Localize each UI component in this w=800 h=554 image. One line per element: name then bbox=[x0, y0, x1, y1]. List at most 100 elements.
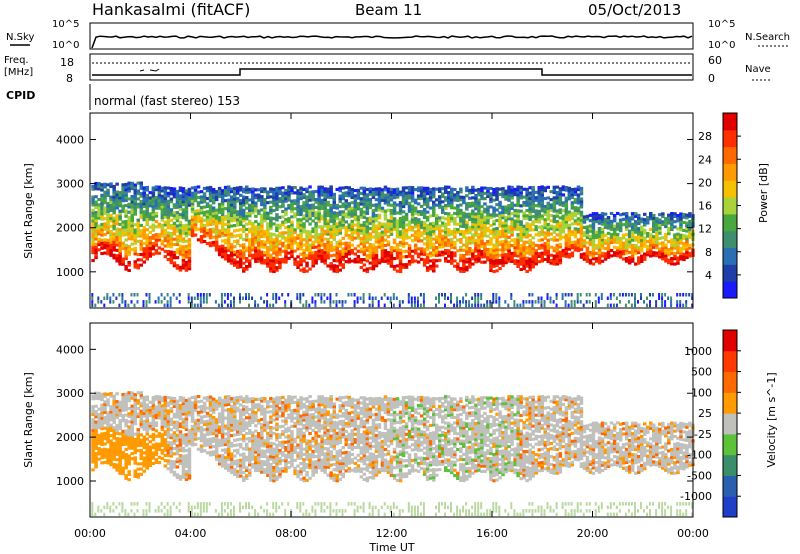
power-cell bbox=[184, 255, 189, 259]
power-cell bbox=[685, 250, 689, 254]
power-cell bbox=[217, 245, 222, 249]
power-cell bbox=[621, 257, 626, 261]
power-cell bbox=[217, 231, 222, 235]
power-cell bbox=[425, 260, 430, 264]
power-cell bbox=[347, 252, 351, 256]
power-cell bbox=[109, 245, 113, 249]
power-cell bbox=[278, 266, 282, 270]
power-cell bbox=[296, 263, 300, 267]
velocity-cell bbox=[115, 402, 119, 406]
power-cell bbox=[573, 198, 578, 202]
power-cell bbox=[320, 233, 324, 237]
power-cell bbox=[546, 228, 550, 232]
power-cell bbox=[169, 208, 174, 212]
power-cell bbox=[501, 221, 505, 225]
power-cell bbox=[242, 198, 246, 202]
velocity-cell bbox=[115, 437, 119, 441]
colorbar-tick-label: 24 bbox=[698, 153, 712, 166]
power-cell bbox=[661, 252, 665, 256]
power-cell bbox=[453, 188, 457, 192]
power-cell bbox=[453, 235, 457, 239]
power-cell bbox=[438, 242, 442, 246]
power-cell bbox=[504, 239, 508, 243]
power-cell bbox=[404, 191, 409, 195]
power-cell bbox=[109, 195, 113, 199]
power-cell bbox=[124, 185, 128, 189]
power-cell bbox=[624, 222, 629, 226]
power-cell bbox=[425, 237, 430, 241]
power-cell bbox=[676, 248, 680, 252]
power-cell bbox=[404, 194, 409, 198]
power-cell bbox=[534, 212, 538, 216]
power-cell bbox=[570, 188, 575, 192]
power-cell bbox=[275, 242, 279, 246]
power-cell bbox=[540, 190, 544, 194]
power-cell bbox=[444, 204, 448, 208]
power-cell bbox=[121, 204, 125, 208]
power-cell bbox=[489, 239, 493, 243]
freq-scatter-marks bbox=[139, 68, 160, 72]
power-cell bbox=[543, 189, 547, 193]
power-cell bbox=[308, 256, 312, 260]
power-cell bbox=[646, 250, 650, 254]
power-cell bbox=[281, 186, 285, 190]
power-cell bbox=[513, 227, 517, 231]
power-cell bbox=[371, 256, 376, 260]
power-cell bbox=[248, 187, 252, 191]
power-cell bbox=[254, 300, 257, 304]
power-cell bbox=[510, 251, 514, 255]
power-cell bbox=[389, 227, 394, 231]
power-cell bbox=[338, 213, 342, 217]
velocity-cell bbox=[91, 418, 95, 422]
power-cell bbox=[389, 248, 394, 252]
power-cell bbox=[450, 216, 454, 220]
power-cell bbox=[208, 244, 213, 248]
power-cell bbox=[655, 251, 659, 255]
power-cell bbox=[447, 241, 451, 245]
power-cell bbox=[676, 303, 679, 308]
power-cell bbox=[214, 227, 219, 231]
power-cell bbox=[368, 245, 373, 249]
power-cell bbox=[606, 221, 611, 225]
power-cell bbox=[609, 238, 614, 242]
velocity-cell bbox=[100, 416, 104, 420]
power-cell bbox=[477, 235, 481, 239]
power-cell bbox=[456, 209, 460, 213]
power-cell bbox=[365, 219, 370, 223]
power-cell bbox=[208, 215, 213, 219]
velocity-cell bbox=[112, 402, 116, 406]
power-cell bbox=[407, 260, 412, 264]
velocity-cell bbox=[130, 428, 134, 432]
velocity-cell bbox=[136, 412, 140, 416]
power-cell bbox=[269, 208, 273, 212]
power-cell bbox=[272, 222, 276, 226]
power-cell bbox=[462, 300, 465, 304]
power-cell bbox=[513, 219, 517, 223]
power-cell bbox=[112, 190, 116, 194]
power-cell bbox=[172, 232, 177, 236]
power-cell bbox=[380, 249, 385, 253]
power-cell bbox=[263, 187, 267, 191]
power-cell bbox=[148, 196, 152, 200]
power-cell bbox=[356, 204, 361, 208]
power-cell bbox=[124, 209, 128, 213]
power-cell bbox=[528, 268, 532, 272]
power-cell bbox=[474, 260, 478, 264]
power-cell bbox=[100, 185, 104, 189]
power-cell bbox=[576, 222, 581, 226]
power-cell bbox=[236, 260, 240, 264]
power-cell bbox=[407, 204, 412, 208]
power-cell bbox=[673, 244, 677, 248]
power-cell bbox=[356, 231, 361, 235]
power-cell bbox=[673, 251, 677, 255]
power-cell bbox=[323, 197, 327, 201]
power-cell bbox=[450, 240, 454, 244]
power-cell bbox=[266, 238, 270, 242]
power-cell bbox=[591, 220, 596, 224]
power-cell bbox=[389, 216, 394, 220]
power-cell bbox=[612, 214, 617, 218]
power-cell bbox=[272, 209, 276, 213]
power-cell bbox=[498, 203, 502, 207]
power-cell bbox=[444, 241, 448, 245]
velocity-cell bbox=[109, 394, 113, 398]
